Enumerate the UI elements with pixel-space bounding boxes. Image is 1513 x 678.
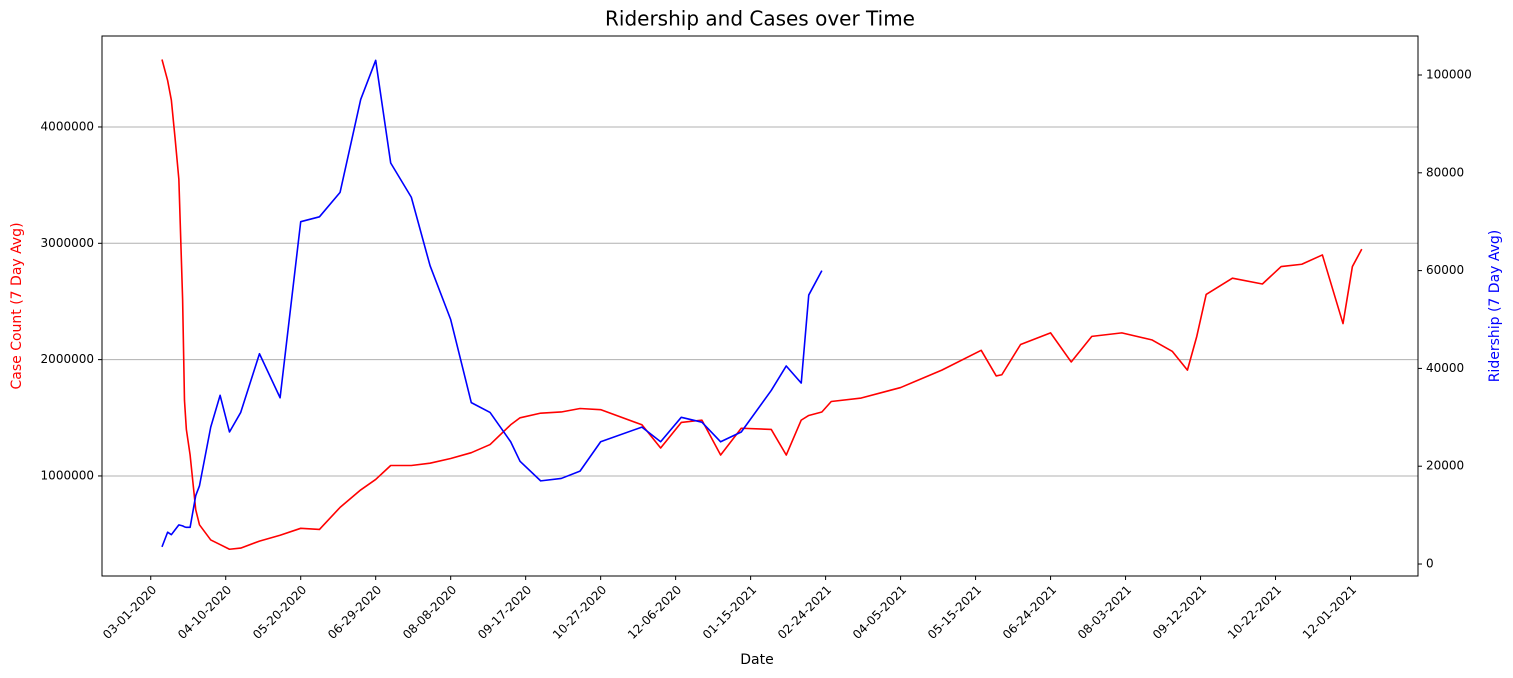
x-tick-label: 04-05-2021 <box>850 583 909 642</box>
y-tick-label: 2000000 <box>41 352 94 366</box>
x-tick-label: 08-03-2021 <box>1075 583 1134 642</box>
x-tick-label: 04-10-2020 <box>175 583 234 642</box>
x-tick-label: 06-24-2021 <box>1000 583 1059 642</box>
y2-tick-label: 60000 <box>1426 263 1464 277</box>
x-tick-label: 12-01-2021 <box>1300 583 1359 642</box>
y2-tick-label: 20000 <box>1426 459 1464 473</box>
y2-axis-label: Ridership (7 Day Avg) <box>1487 230 1503 383</box>
y-tick-label: 1000000 <box>41 468 94 482</box>
y-tick-label: 4000000 <box>41 119 94 133</box>
y-axis-label: Case Count (7 Day Avg) <box>9 222 25 389</box>
y2-tick-label: 80000 <box>1426 165 1464 179</box>
x-tick-label: 09-12-2021 <box>1150 583 1209 642</box>
x-tick-label: 03-01-2020 <box>100 583 159 642</box>
x-tick-label: 08-08-2020 <box>400 583 459 642</box>
series-line <box>161 59 1363 551</box>
y-tick-label: 3000000 <box>41 236 94 250</box>
y2-tick-label: 100000 <box>1426 67 1472 81</box>
x-tick-label: 05-20-2020 <box>250 583 309 642</box>
y2-tick-label: 40000 <box>1426 361 1464 375</box>
x-tick-label: 01-15-2021 <box>700 583 759 642</box>
x-tick-label: 10-22-2021 <box>1225 583 1284 642</box>
series-line <box>161 59 823 548</box>
plot-frame <box>101 35 1419 577</box>
chart-title: Ridership and Cases over Time <box>605 7 915 31</box>
x-tick-label: 12-06-2020 <box>625 583 684 642</box>
x-axis-label: Date <box>740 652 773 668</box>
x-tick-label: 10-27-2020 <box>550 583 609 642</box>
x-tick-label: 06-29-2020 <box>325 583 384 642</box>
y2-tick-label: 0 <box>1426 557 1434 571</box>
x-tick-label: 02-24-2021 <box>775 583 834 642</box>
x-tick-label: 09-17-2020 <box>475 583 534 642</box>
x-tick-label: 05-15-2021 <box>925 583 984 642</box>
